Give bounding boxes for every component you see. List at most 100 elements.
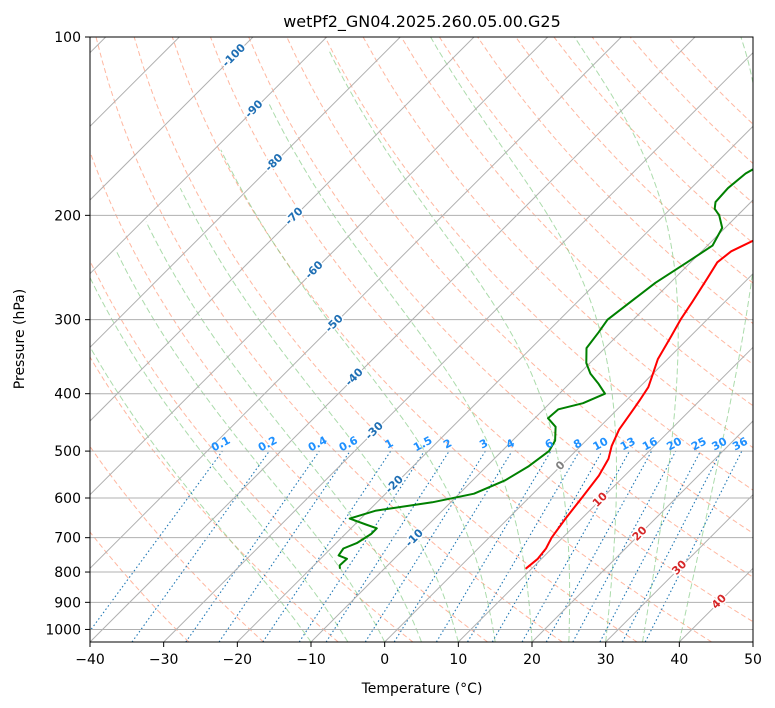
x-tick-label: 40: [670, 652, 688, 668]
mixing-ratio-line: [521, 450, 630, 642]
isotherm-line: [90, 37, 328, 275]
mixing-ratio-label: 30: [710, 435, 730, 454]
mixing-ratio-line: [435, 450, 552, 642]
y-tick-label: 100: [54, 30, 81, 46]
dry-adiabat: [668, 37, 753, 125]
moist-adiabat: [115, 251, 386, 642]
moist-adiabat: [328, 49, 571, 642]
mixing-ratio-label: 13: [618, 435, 638, 454]
isotherm-line: [90, 37, 622, 570]
mixing-ratio-line: [621, 450, 722, 642]
mixing-ratio-line: [262, 450, 392, 642]
isotherm-label: -30: [363, 419, 386, 442]
isotherm-line: [236, 125, 753, 642]
dry-adiabat: [133, 37, 638, 642]
mixing-ratio-label: 1: [383, 436, 396, 451]
plot-frame: [89, 36, 754, 643]
x-axis: −40 −30 −20 −10 0 10 20 30 40 50: [75, 642, 762, 668]
y-tick-label: 300: [54, 313, 81, 329]
x-tick-label: 20: [523, 652, 541, 668]
dry-adiabat: [515, 37, 753, 284]
dry-adiabat: [438, 37, 753, 366]
mixing-ratio-line: [644, 450, 743, 642]
moist-adiabat: [90, 277, 349, 642]
isotherm-line: [90, 37, 475, 422]
x-tick-label: 0: [380, 652, 389, 668]
dry-adiabat: [324, 37, 753, 491]
y-tick-label: 200: [54, 208, 81, 224]
plot-area: 0.1 0.2 0.4 0.6 1 1.5 2 3 4 6 8 10 13 16 20 25 30 36-100-…: [90, 37, 753, 642]
moist-adiabat: [268, 104, 533, 642]
dry-adiabat: [210, 37, 753, 623]
mixing-ratio-label: 16: [640, 435, 660, 454]
x-tick-label: −40: [75, 652, 105, 668]
dry-adiabat: [90, 531, 190, 642]
isotherm-label: 30: [669, 557, 689, 577]
moist-adiabat: [678, 37, 753, 642]
isotherm-line: [90, 37, 696, 642]
y-axis-title: Pressure (hPa): [12, 289, 28, 389]
mixing-ratio-label: 2: [441, 436, 454, 451]
moist-adiabats: [90, 37, 753, 642]
mixing-ratio-label: 3: [477, 436, 490, 451]
mixing-ratio-line: [325, 450, 450, 642]
isotherm-line: [90, 37, 401, 349]
profiles: [337, 168, 753, 570]
moist-adiabat: [179, 187, 459, 642]
chart-title: wetPf2_GN04.2025.260.05.00.G25: [283, 12, 561, 32]
isotherm-line: [531, 420, 753, 642]
x-tick-label: −20: [223, 652, 253, 668]
x-tick-label: −10: [296, 652, 326, 668]
dry-adiabat: [90, 445, 264, 642]
isotherm-label: 0: [553, 458, 568, 473]
dry-adiabat: [591, 37, 753, 204]
moist-adiabat: [430, 37, 617, 642]
dry-adiabat: [248, 37, 753, 578]
dry-adiabat: [90, 150, 488, 642]
mixing-ratio-line: [364, 450, 486, 642]
dry-adiabat: [90, 356, 339, 642]
dry-adiabat: [90, 259, 414, 642]
mixing-ratio-line: [572, 450, 677, 642]
dry-adiabat: [95, 37, 563, 642]
isotherm-label: -90: [242, 97, 265, 120]
dry-adiabat: [171, 37, 712, 642]
moist-adiabat: [145, 221, 422, 642]
mixing-ratio-line: [90, 450, 223, 632]
y-tick-label: 800: [54, 565, 81, 581]
y-axis: 100 200 300 400 500 600 700 800 900 1000: [45, 30, 90, 638]
isotherm-line: [678, 567, 753, 642]
dry-adiabat: [400, 37, 753, 407]
mixing-ratio-label: 36: [730, 435, 750, 454]
isotherm-line: [384, 272, 753, 642]
skewed-isotherms: [90, 37, 753, 642]
mixing-ratio-line: [491, 450, 603, 642]
isotherm-line: [163, 51, 753, 642]
mixing-ratio-label: 20: [664, 435, 684, 454]
temperature-profile: [524, 239, 753, 570]
moist-adiabat: [90, 345, 312, 642]
isotherm-line: [90, 37, 549, 496]
x-tick-label: 50: [744, 652, 762, 668]
y-tick-label: 1000: [45, 622, 81, 638]
x-axis-title: Temperature (°C): [361, 681, 483, 697]
mixing-ratio-line: [393, 450, 513, 642]
moist-adiabat: [574, 37, 679, 642]
isotherm-line: [752, 641, 753, 642]
mixing-ratio-label: 25: [689, 435, 709, 454]
y-tick-label: 700: [54, 531, 81, 547]
mixing-ratio-line: [467, 450, 580, 642]
mixing-ratio-line: [298, 450, 425, 642]
isotherm-label: -60: [302, 258, 325, 281]
x-tick-label: 10: [449, 652, 467, 668]
isotherm-line: [605, 493, 753, 642]
isotherm-line: [310, 199, 753, 642]
mixing-ratio-line: [185, 450, 320, 642]
dry-adiabats: [90, 37, 753, 642]
isotherm-line: [90, 37, 254, 201]
x-tick-label: −30: [149, 652, 179, 668]
y-tick-label: 400: [54, 387, 81, 403]
mixing-ratio-label: 10: [591, 435, 611, 454]
y-tick-label: 900: [54, 595, 81, 611]
